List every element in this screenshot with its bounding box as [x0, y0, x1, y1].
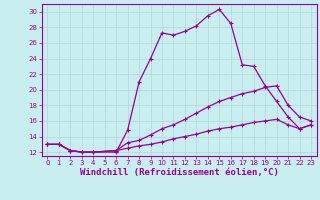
X-axis label: Windchill (Refroidissement éolien,°C): Windchill (Refroidissement éolien,°C): [80, 168, 279, 177]
